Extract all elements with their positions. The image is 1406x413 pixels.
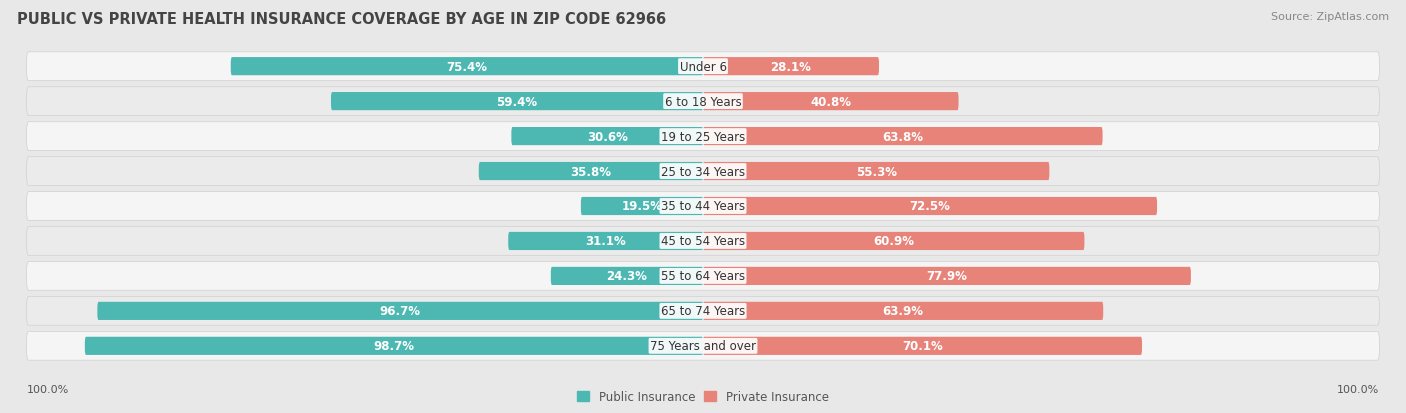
FancyBboxPatch shape <box>84 337 703 355</box>
FancyBboxPatch shape <box>703 197 1157 216</box>
Text: 40.8%: 40.8% <box>810 95 851 108</box>
FancyBboxPatch shape <box>27 122 1379 151</box>
FancyBboxPatch shape <box>703 163 1049 181</box>
FancyBboxPatch shape <box>27 332 1379 360</box>
Text: 25 to 34 Years: 25 to 34 Years <box>661 165 745 178</box>
FancyBboxPatch shape <box>27 53 1379 81</box>
Text: 60.9%: 60.9% <box>873 235 914 248</box>
FancyBboxPatch shape <box>703 337 1142 355</box>
FancyBboxPatch shape <box>27 157 1379 186</box>
FancyBboxPatch shape <box>703 302 1104 320</box>
FancyBboxPatch shape <box>703 58 879 76</box>
Text: 75.4%: 75.4% <box>446 61 488 74</box>
Text: 70.1%: 70.1% <box>903 339 943 352</box>
Text: 19.5%: 19.5% <box>621 200 662 213</box>
FancyBboxPatch shape <box>27 88 1379 116</box>
FancyBboxPatch shape <box>27 297 1379 325</box>
Text: 55.3%: 55.3% <box>856 165 897 178</box>
FancyBboxPatch shape <box>231 58 703 76</box>
Text: 100.0%: 100.0% <box>1337 385 1379 394</box>
Text: 98.7%: 98.7% <box>374 339 415 352</box>
Legend: Public Insurance, Private Insurance: Public Insurance, Private Insurance <box>572 385 834 408</box>
Text: 45 to 54 Years: 45 to 54 Years <box>661 235 745 248</box>
FancyBboxPatch shape <box>27 192 1379 221</box>
Text: 35.8%: 35.8% <box>571 165 612 178</box>
FancyBboxPatch shape <box>703 267 1191 285</box>
FancyBboxPatch shape <box>551 267 703 285</box>
FancyBboxPatch shape <box>703 128 1102 146</box>
FancyBboxPatch shape <box>703 93 959 111</box>
FancyBboxPatch shape <box>27 262 1379 291</box>
Text: 75 Years and over: 75 Years and over <box>650 339 756 352</box>
Text: 31.1%: 31.1% <box>585 235 626 248</box>
Text: 24.3%: 24.3% <box>606 270 647 283</box>
FancyBboxPatch shape <box>97 302 703 320</box>
FancyBboxPatch shape <box>703 232 1084 250</box>
Text: Under 6: Under 6 <box>679 61 727 74</box>
Text: PUBLIC VS PRIVATE HEALTH INSURANCE COVERAGE BY AGE IN ZIP CODE 62966: PUBLIC VS PRIVATE HEALTH INSURANCE COVER… <box>17 12 666 27</box>
Text: 19 to 25 Years: 19 to 25 Years <box>661 130 745 143</box>
FancyBboxPatch shape <box>512 128 703 146</box>
Text: 63.9%: 63.9% <box>883 305 924 318</box>
Text: 30.6%: 30.6% <box>586 130 627 143</box>
Text: 100.0%: 100.0% <box>27 385 69 394</box>
Text: 77.9%: 77.9% <box>927 270 967 283</box>
Text: 65 to 74 Years: 65 to 74 Years <box>661 305 745 318</box>
FancyBboxPatch shape <box>330 93 703 111</box>
Text: 63.8%: 63.8% <box>883 130 924 143</box>
Text: 96.7%: 96.7% <box>380 305 420 318</box>
Text: 55 to 64 Years: 55 to 64 Years <box>661 270 745 283</box>
Text: 72.5%: 72.5% <box>910 200 950 213</box>
Text: Source: ZipAtlas.com: Source: ZipAtlas.com <box>1271 12 1389 22</box>
FancyBboxPatch shape <box>27 227 1379 256</box>
Text: 28.1%: 28.1% <box>770 61 811 74</box>
FancyBboxPatch shape <box>581 197 703 216</box>
Text: 6 to 18 Years: 6 to 18 Years <box>665 95 741 108</box>
Text: 35 to 44 Years: 35 to 44 Years <box>661 200 745 213</box>
Text: 59.4%: 59.4% <box>496 95 537 108</box>
FancyBboxPatch shape <box>508 232 703 250</box>
FancyBboxPatch shape <box>479 163 703 181</box>
